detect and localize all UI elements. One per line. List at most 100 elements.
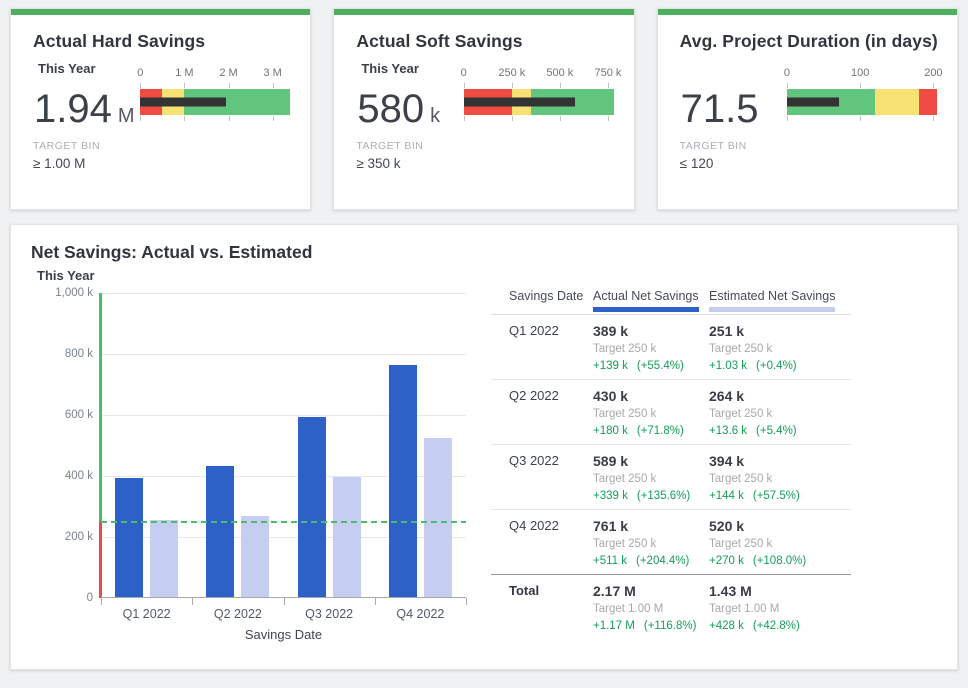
bullet-axis: 0100200	[787, 67, 937, 82]
bullet-axis-label: 0	[461, 67, 467, 79]
kpi-title: Actual Hard Savings	[33, 31, 205, 52]
cell-target: Target 250 k	[593, 538, 709, 551]
kpi-value-number: 71.5	[681, 89, 759, 129]
cell-value: 251 k	[709, 323, 851, 339]
bullet-chart: 01 M2 M3 M	[140, 67, 290, 115]
cell-value: 761 k	[593, 518, 709, 534]
kpi-title: Actual Soft Savings	[356, 31, 522, 52]
cell-value: 264 k	[709, 388, 851, 404]
x-axis-label: Q2 2022	[192, 607, 283, 621]
cell-date: Q1 2022	[509, 323, 593, 339]
bullet-tick	[140, 83, 141, 88]
kpi-card-actual-hard-savings[interactable]: Actual Hard Savings This Year 1.94 M 01 …	[10, 8, 311, 210]
cell-value: 389 k	[593, 323, 709, 339]
bullet-bar	[787, 89, 937, 115]
gridline	[101, 354, 466, 355]
kpi-card-row: Actual Hard Savings This Year 1.94 M 01 …	[10, 8, 958, 210]
table-row-q3-2022[interactable]: Q3 2022589 kTarget 250 k+339 k(+135.6%)3…	[491, 445, 851, 510]
table-body: Q1 2022389 kTarget 250 k+139 k(+55.4%)25…	[491, 315, 851, 639]
bullet-tick	[787, 83, 788, 88]
bullet-tick	[229, 116, 230, 121]
target-bin-value: ≥ 1.00 M	[33, 156, 85, 171]
target-bin-label: TARGET BIN	[33, 140, 100, 152]
table-header-row: Savings Date Actual Net Savings Estimated …	[491, 287, 851, 315]
bullet-tick	[860, 83, 861, 88]
cell-target: Target 250 k	[709, 538, 851, 551]
bullet-axis-label: 750 k	[594, 67, 621, 79]
gridline	[101, 293, 466, 294]
x-axis-tick	[101, 598, 102, 605]
cell-value: 1.43 M	[709, 583, 851, 599]
cell-date: Q4 2022	[509, 518, 593, 534]
y-axis-line-above-target	[99, 293, 102, 522]
cell-value: 2.17 M	[593, 583, 709, 599]
bar-actual-q4-2022[interactable]	[389, 365, 417, 597]
bullet-axis-label: 0	[137, 67, 143, 79]
kpi-card-avg-project-duration[interactable]: Avg. Project Duration (in days) 71.5 010…	[657, 8, 958, 210]
bar-estimated-q2-2022[interactable]	[241, 516, 269, 597]
bullet-tick	[933, 116, 934, 121]
table-row-total[interactable]: Total2.17 MTarget 1.00 M+1.17 M(+116.8%)…	[491, 574, 851, 639]
target-bin-value: ≤ 120	[680, 156, 714, 171]
bullet-tick	[229, 83, 230, 88]
kpi-value-number: 580	[357, 89, 424, 129]
cell-variance: +339 k(+135.6%)	[593, 490, 709, 503]
cell-variance: +1.17 M(+116.8%)	[593, 620, 709, 633]
cell-variance: +511 k(+204.4%)	[593, 555, 709, 568]
chart-subtitle: This Year	[37, 268, 95, 283]
series-legend-underline	[709, 307, 835, 312]
kpi-value: 580 k	[357, 89, 440, 129]
column-header-savings-date[interactable]: Savings Date	[491, 287, 593, 312]
x-axis-tick	[192, 598, 193, 605]
table-row-q1-2022[interactable]: Q1 2022389 kTarget 250 k+139 k(+55.4%)25…	[491, 315, 851, 380]
column-header-label: Estimated Net Savings	[709, 289, 835, 303]
bullet-axis-label: 0	[784, 67, 790, 79]
target-bin-label: TARGET BIN	[680, 140, 747, 152]
bullet-tick	[560, 83, 561, 88]
x-axis-title: Savings Date	[101, 627, 466, 642]
cell-variance: +180 k(+71.8%)	[593, 425, 709, 438]
bullet-bar	[140, 89, 290, 115]
cell-target: Target 1.00 M	[709, 603, 851, 616]
bar-actual-q2-2022[interactable]	[206, 466, 234, 597]
column-header-actual-net-savings[interactable]: Actual Net Savings	[593, 287, 709, 312]
cell-variance: +270 k(+108.0%)	[709, 555, 851, 568]
bullet-tick	[184, 116, 185, 121]
bullet-tick	[464, 116, 465, 121]
y-axis-tick-label: 1,000 k	[55, 287, 93, 299]
column-header-estimated-net-savings[interactable]: Estimated Net Savings	[709, 287, 851, 312]
cell-target: Target 250 k	[593, 408, 709, 421]
bar-estimated-q1-2022[interactable]	[150, 520, 178, 597]
bullet-tick	[933, 83, 934, 88]
target-line	[101, 521, 466, 523]
cell-value: 430 k	[593, 388, 709, 404]
x-axis-label: Q1 2022	[101, 607, 192, 621]
x-axis-label: Q3 2022	[284, 607, 375, 621]
bullet-segment-red	[919, 89, 937, 115]
target-bin-label: TARGET BIN	[356, 140, 423, 152]
cell-variance: +144 k(+57.5%)	[709, 490, 851, 503]
bar-estimated-q3-2022[interactable]	[333, 477, 361, 597]
bar-actual-q3-2022[interactable]	[298, 417, 326, 597]
bar-estimated-q4-2022[interactable]	[424, 438, 452, 597]
kpi-card-actual-soft-savings[interactable]: Actual Soft Savings This Year 580 k 0250…	[333, 8, 634, 210]
bullet-axis-label: 200	[924, 67, 942, 79]
table-row-q4-2022[interactable]: Q4 2022761 kTarget 250 k+511 k(+204.4%)5…	[491, 510, 851, 574]
bullet-measure-bar	[464, 98, 576, 107]
bar-actual-q1-2022[interactable]	[115, 478, 143, 597]
cell-target: Target 250 k	[709, 343, 851, 356]
column-header-label: Actual Net Savings	[593, 289, 699, 303]
bullet-tick	[184, 83, 185, 88]
table-row-q2-2022[interactable]: Q2 2022430 kTarget 250 k+180 k(+71.8%)26…	[491, 380, 851, 445]
cell-variance: +13.6 k(+5.4%)	[709, 425, 851, 438]
bullet-axis: 0250 k500 k750 k	[464, 67, 614, 82]
cell-value: 589 k	[593, 453, 709, 469]
x-axis-tick	[466, 598, 467, 605]
cell-variance: +1.03 k(+0.4%)	[709, 360, 851, 373]
kpi-subtitle: This Year	[38, 61, 96, 76]
column-header-label: Savings Date	[509, 289, 583, 303]
bullet-tick	[608, 83, 609, 88]
bullet-axis-label: 100	[851, 67, 869, 79]
bullet-axis-label: 1 M	[175, 67, 193, 79]
x-axis-label: Q4 2022	[375, 607, 466, 621]
